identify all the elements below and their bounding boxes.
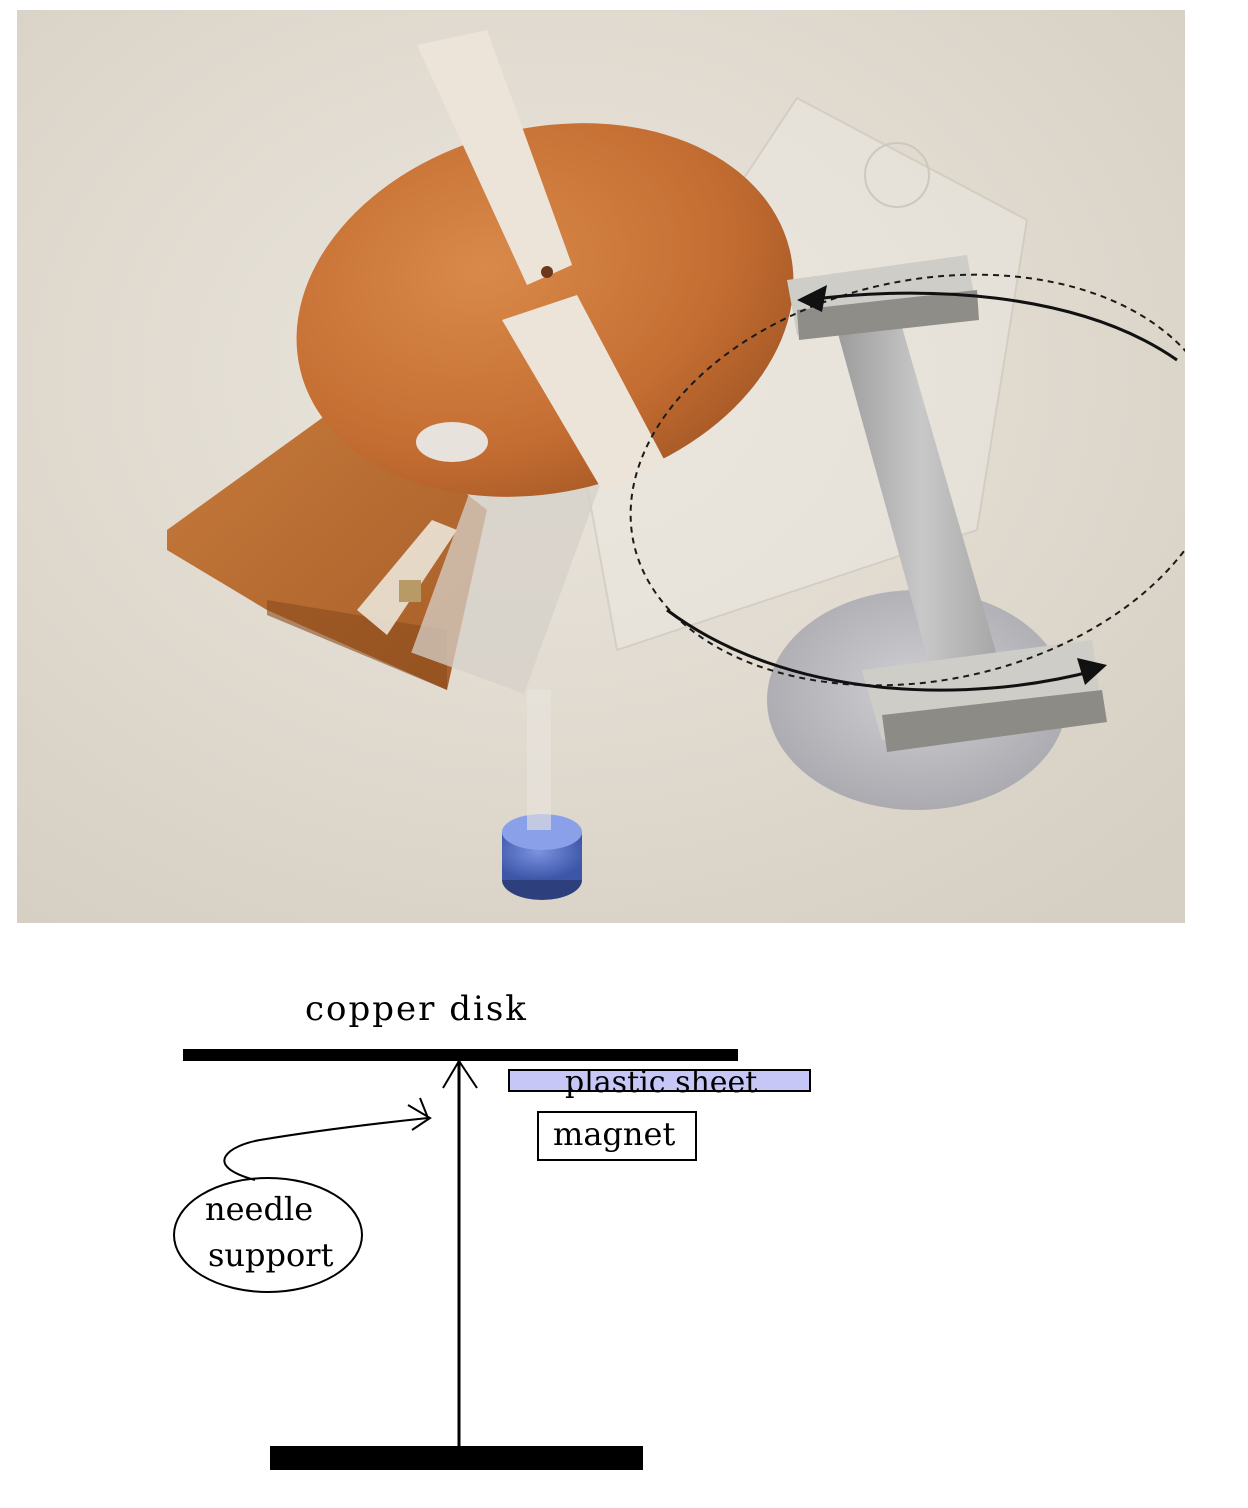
rotation-arrow-top xyxy=(806,291,1178,362)
needle-pointer-arrow xyxy=(223,1117,429,1181)
magnet-box xyxy=(537,1111,697,1161)
rotation-path xyxy=(629,273,1185,687)
schematic-diagram: copper disk plastic sheet magnet needle … xyxy=(0,940,1248,1508)
needle-support-ellipse xyxy=(173,1177,363,1293)
magnet-label: magnet xyxy=(553,1115,675,1153)
needle-tip xyxy=(442,1059,478,1089)
plastic-sheet-label: plastic sheet xyxy=(565,1065,757,1100)
disk-stand xyxy=(411,436,603,694)
apparatus-photo xyxy=(17,10,1185,923)
needle-support-label-line2: support xyxy=(208,1236,334,1274)
plastic-sheet-rect xyxy=(508,1069,811,1092)
blue-cap xyxy=(502,690,582,900)
needle-support-label-line1: needle xyxy=(205,1190,313,1228)
copper-disk-photo xyxy=(296,30,794,497)
copper-disk-label: copper disk xyxy=(305,989,528,1029)
base-bar xyxy=(270,1446,643,1470)
rotation-arrow-bottom xyxy=(666,608,1098,692)
copper-disk-bar xyxy=(183,1049,738,1061)
